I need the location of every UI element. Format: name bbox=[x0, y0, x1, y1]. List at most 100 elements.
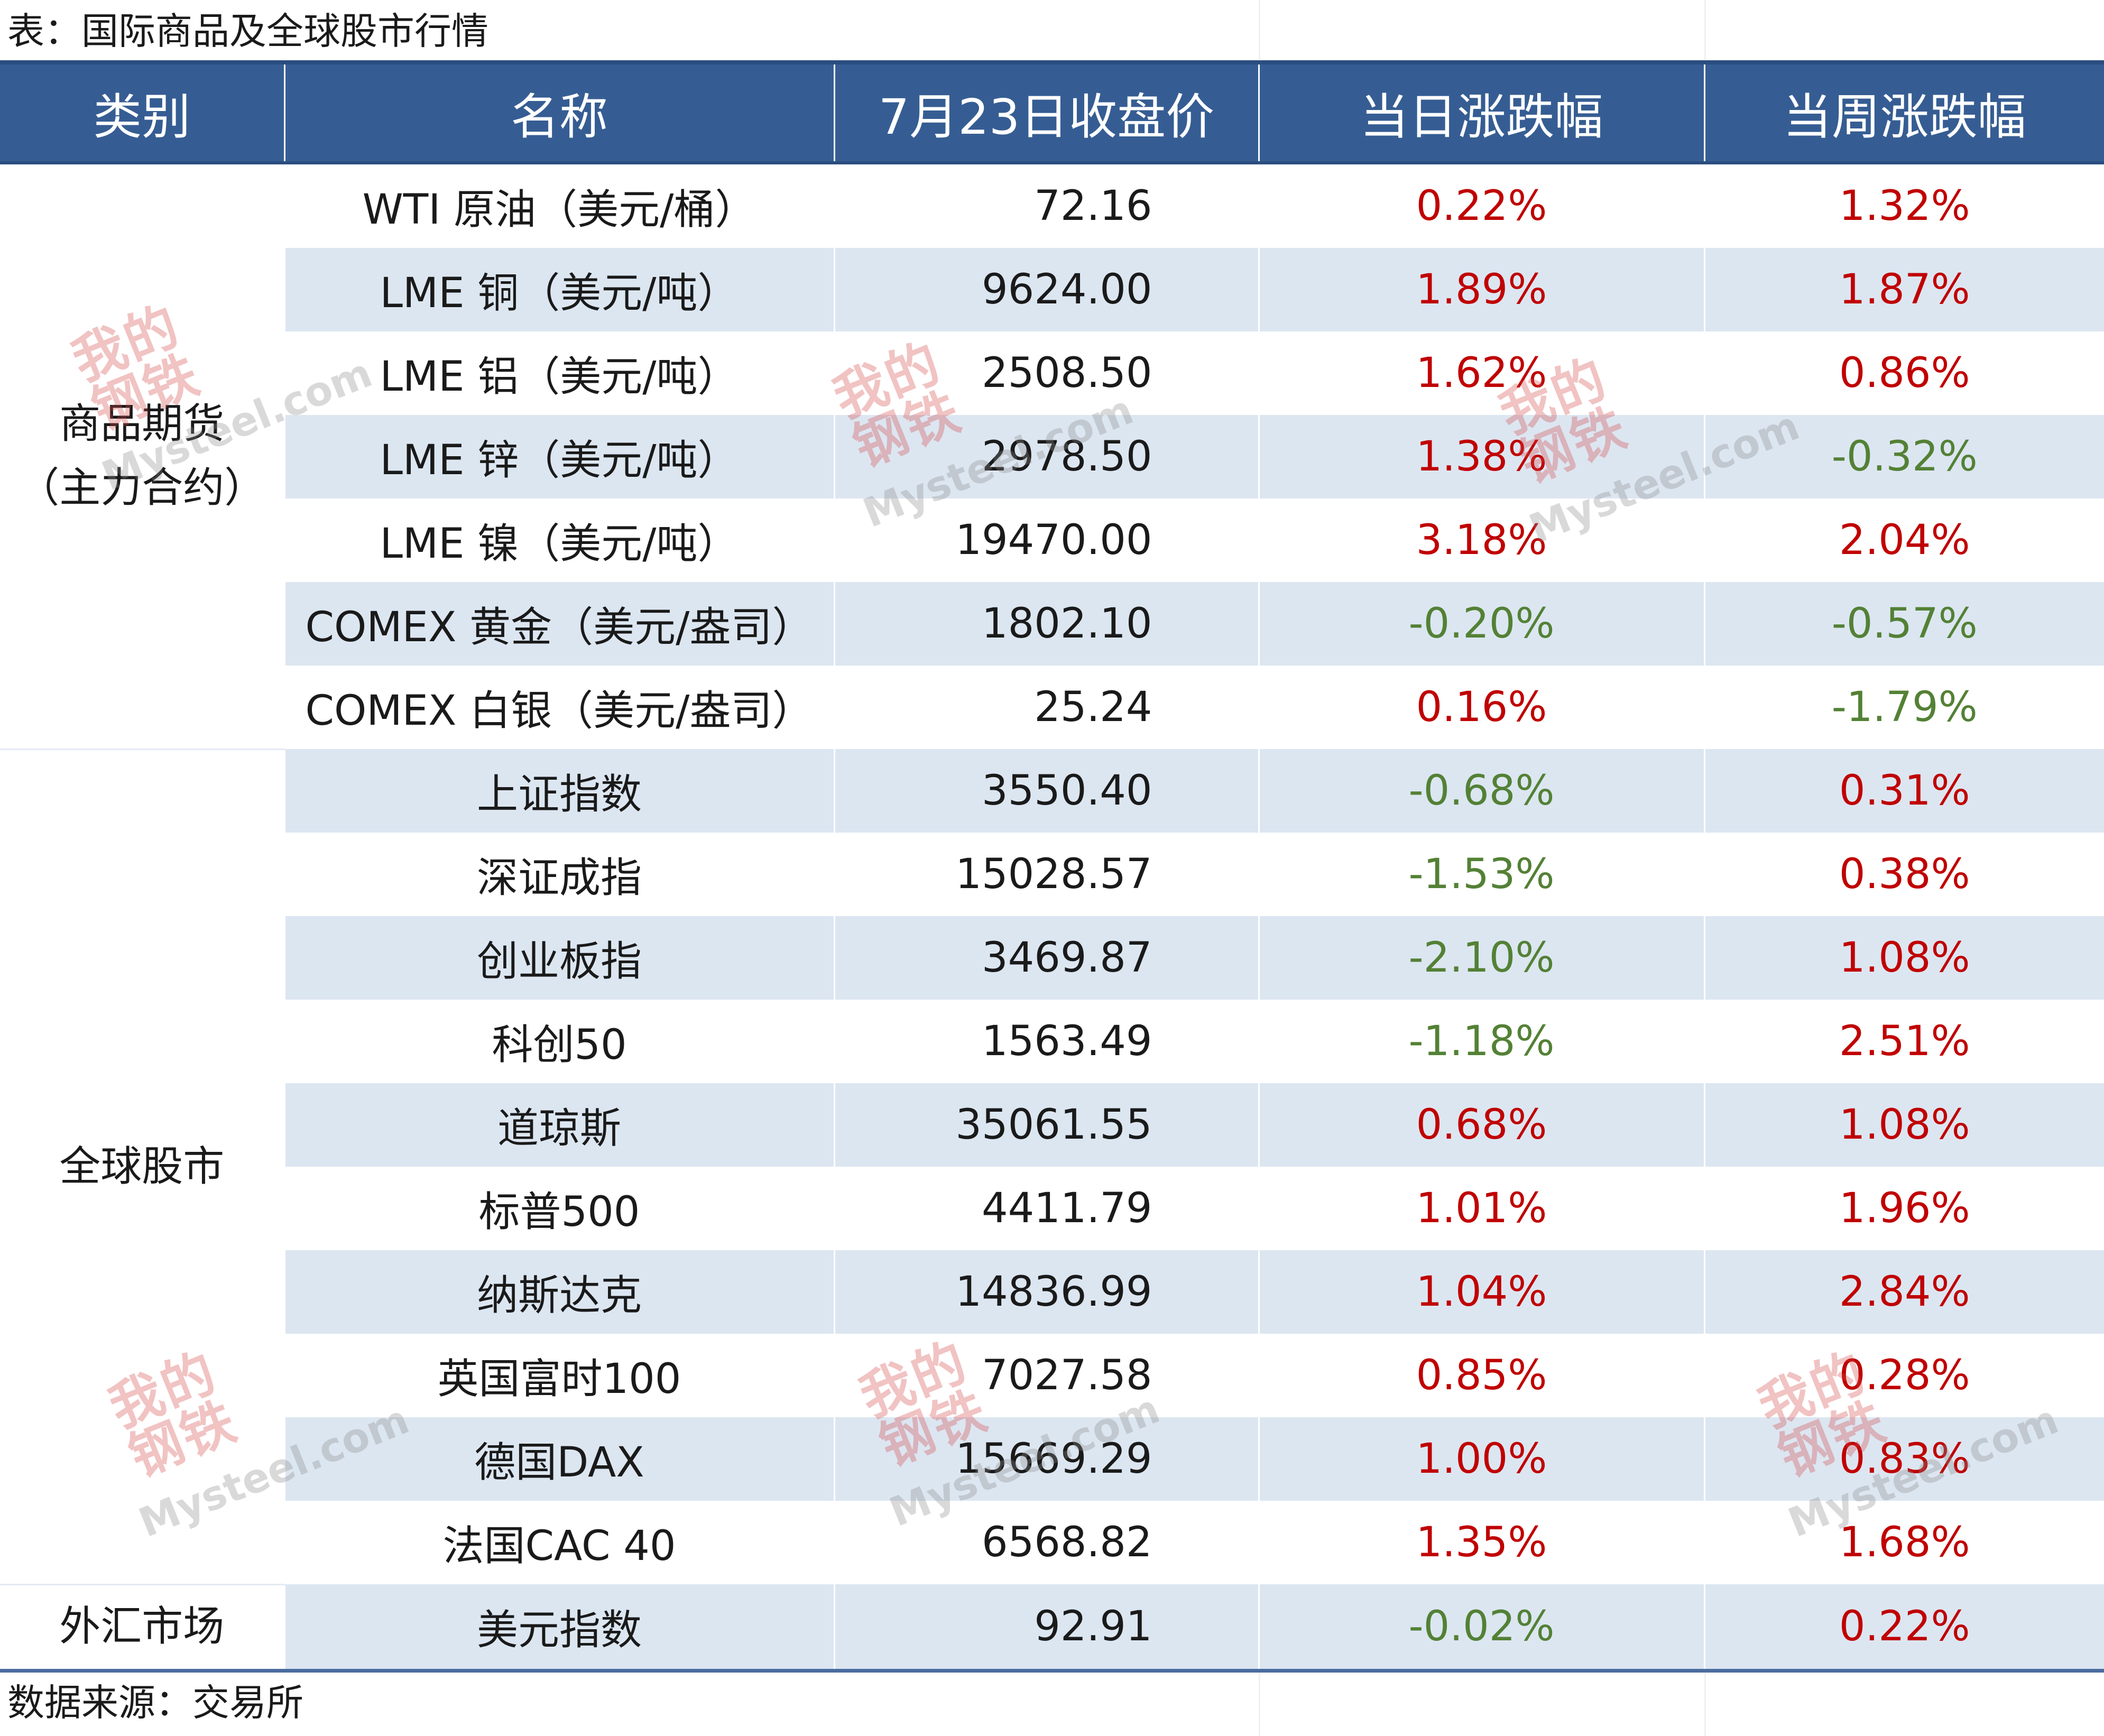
table-row: COMEX 黄金（美元/盎司） 1802.10 -0.20% -0.57% bbox=[0, 582, 2104, 666]
weekly-change-cell: 0.22% bbox=[1703, 1584, 2104, 1673]
header-daily-change: 当日涨跌幅 bbox=[1258, 60, 1704, 164]
daily-change-cell: 0.85% bbox=[1258, 1334, 1704, 1417]
daily-change-cell: 0.22% bbox=[1258, 163, 1704, 248]
weekly-change-cell: 1.96% bbox=[1703, 1167, 2104, 1250]
table-row: LME 镍（美元/吨） 19470.00 3.18% 2.04% bbox=[0, 498, 2104, 582]
table-row: 创业板指 3469.87 -2.10% 1.08% bbox=[0, 916, 2104, 1000]
table-body: 商品期货 （主力合约） WTI 原油（美元/桶） 72.16 0.22% 1.32% LM… bbox=[0, 163, 2104, 1673]
name-cell: 美元指数 bbox=[283, 1584, 834, 1673]
name-cell: 纳斯达克 bbox=[283, 1250, 834, 1334]
weekly-change-cell: 1.08% bbox=[1703, 916, 2104, 1000]
name-cell: 法国CAC 40 bbox=[283, 1501, 834, 1584]
name-cell: 深证成指 bbox=[283, 833, 834, 916]
category-cell: 全球股市 bbox=[0, 749, 284, 1585]
table-row: COMEX 白银（美元/盎司） 25.24 0.16% -1.79% bbox=[0, 666, 2104, 749]
daily-change-cell: 1.89% bbox=[1258, 248, 1704, 331]
daily-change-cell: 1.04% bbox=[1258, 1250, 1704, 1334]
table-row: LME 铜（美元/吨） 9624.00 1.89% 1.87% bbox=[0, 248, 2104, 331]
category-cell: 外汇市场 bbox=[0, 1584, 284, 1673]
table-row: 科创50 1563.49 -1.18% 2.51% bbox=[0, 1000, 2104, 1083]
daily-change-cell: -1.53% bbox=[1258, 833, 1704, 916]
name-cell: 创业板指 bbox=[283, 916, 834, 1000]
header-price: 7月23日收盘价 bbox=[833, 60, 1259, 164]
name-cell: LME 镍（美元/吨） bbox=[283, 498, 834, 582]
weekly-change-cell: -0.57% bbox=[1703, 582, 2104, 666]
header-category: 类别 bbox=[0, 60, 284, 164]
daily-change-cell: 1.62% bbox=[1258, 331, 1704, 415]
daily-change-cell: 1.00% bbox=[1258, 1417, 1704, 1501]
price-cell: 9624.00 bbox=[833, 248, 1259, 331]
table-row: 法国CAC 40 6568.82 1.35% 1.68% bbox=[0, 1501, 2104, 1584]
name-cell: COMEX 白银（美元/盎司） bbox=[283, 666, 834, 749]
table-row: 纳斯达克 14836.99 1.04% 2.84% bbox=[0, 1250, 2104, 1334]
header-row: 类别 名称 7月23日收盘价 当日涨跌幅 当周涨跌幅 bbox=[0, 60, 2104, 164]
table-row: 标普500 4411.79 1.01% 1.96% bbox=[0, 1167, 2104, 1250]
price-cell: 3469.87 bbox=[833, 916, 1259, 1000]
category-cell: 商品期货 （主力合约） bbox=[0, 163, 284, 750]
weekly-change-cell: 1.08% bbox=[1703, 1083, 2104, 1167]
price-cell: 72.16 bbox=[833, 163, 1259, 248]
daily-change-cell: -1.18% bbox=[1258, 1000, 1704, 1083]
price-cell: 35061.55 bbox=[833, 1083, 1259, 1167]
price-cell: 4411.79 bbox=[833, 1167, 1259, 1250]
weekly-change-cell: 0.83% bbox=[1703, 1417, 2104, 1501]
weekly-change-cell: -0.32% bbox=[1703, 415, 2104, 498]
name-cell: 上证指数 bbox=[283, 749, 834, 833]
price-cell: 7027.58 bbox=[833, 1334, 1259, 1417]
table-row: 道琼斯 35061.55 0.68% 1.08% bbox=[0, 1083, 2104, 1167]
weekly-change-cell: 1.87% bbox=[1703, 248, 2104, 331]
weekly-change-cell: 2.04% bbox=[1703, 498, 2104, 582]
price-cell: 15669.29 bbox=[833, 1417, 1259, 1501]
daily-change-cell: 0.16% bbox=[1258, 666, 1704, 749]
name-cell: LME 铝（美元/吨） bbox=[283, 331, 834, 415]
table-row: LME 锌（美元/吨） 2978.50 1.38% -0.32% bbox=[0, 415, 2104, 498]
weekly-change-cell: 2.84% bbox=[1703, 1250, 2104, 1334]
table-row: 德国DAX 15669.29 1.00% 0.83% bbox=[0, 1417, 2104, 1501]
name-cell: LME 铜（美元/吨） bbox=[283, 248, 834, 331]
daily-change-cell: 1.38% bbox=[1258, 415, 1704, 498]
weekly-change-cell: 0.86% bbox=[1703, 331, 2104, 415]
market-table: 类别 名称 7月23日收盘价 当日涨跌幅 当周涨跌幅 商品期货 （主力合约） WT… bbox=[0, 60, 2104, 1673]
price-cell: 92.91 bbox=[833, 1584, 1259, 1673]
price-cell: 14836.99 bbox=[833, 1250, 1259, 1334]
price-cell: 25.24 bbox=[833, 666, 1259, 749]
daily-change-cell: 1.01% bbox=[1258, 1167, 1704, 1250]
name-cell: 标普500 bbox=[283, 1167, 834, 1250]
price-cell: 15028.57 bbox=[833, 833, 1259, 916]
price-cell: 1802.10 bbox=[833, 582, 1259, 666]
name-cell: 德国DAX bbox=[283, 1417, 834, 1501]
table-row: 外汇市场 美元指数 92.91 -0.02% 0.22% bbox=[0, 1584, 2104, 1673]
weekly-change-cell: 1.68% bbox=[1703, 1501, 2104, 1584]
table-row: LME 铝（美元/吨） 2508.50 1.62% 0.86% bbox=[0, 331, 2104, 415]
weekly-change-cell: 0.38% bbox=[1703, 833, 2104, 916]
weekly-change-cell: -1.79% bbox=[1703, 666, 2104, 749]
price-cell: 2978.50 bbox=[833, 415, 1259, 498]
table-row: 英国富时100 7027.58 0.85% 0.28% bbox=[0, 1334, 2104, 1417]
price-cell: 19470.00 bbox=[833, 498, 1259, 582]
name-cell: COMEX 黄金（美元/盎司） bbox=[283, 582, 834, 666]
header-weekly-change: 当周涨跌幅 bbox=[1703, 60, 2104, 164]
weekly-change-cell: 2.51% bbox=[1703, 1000, 2104, 1083]
price-cell: 1563.49 bbox=[833, 1000, 1259, 1083]
daily-change-cell: -0.20% bbox=[1258, 582, 1704, 666]
table-row: 深证成指 15028.57 -1.53% 0.38% bbox=[0, 833, 2104, 916]
daily-change-cell: 1.35% bbox=[1258, 1501, 1704, 1584]
daily-change-cell: -0.02% bbox=[1258, 1584, 1704, 1673]
daily-change-cell: -0.68% bbox=[1258, 749, 1704, 833]
table-row: 全球股市 上证指数 3550.40 -0.68% 0.31% bbox=[0, 749, 2104, 1585]
weekly-change-cell: 1.32% bbox=[1703, 163, 2104, 248]
data-source: 数据来源：交易所 bbox=[7, 1681, 303, 1724]
name-cell: LME 锌（美元/吨） bbox=[283, 415, 834, 498]
price-cell: 2508.50 bbox=[833, 331, 1259, 415]
name-cell: WTI 原油（美元/桶） bbox=[283, 163, 834, 248]
table-title: 表：国际商品及全球股市行情 bbox=[7, 10, 488, 53]
name-cell: 科创50 bbox=[283, 1000, 834, 1083]
price-cell: 3550.40 bbox=[833, 749, 1259, 833]
daily-change-cell: 0.68% bbox=[1258, 1083, 1704, 1167]
weekly-change-cell: 0.31% bbox=[1703, 749, 2104, 833]
daily-change-cell: 3.18% bbox=[1258, 498, 1704, 582]
daily-change-cell: -2.10% bbox=[1258, 916, 1704, 1000]
table-row: 商品期货 （主力合约） WTI 原油（美元/桶） 72.16 0.22% 1.32% bbox=[0, 163, 2104, 750]
name-cell: 英国富时100 bbox=[283, 1334, 834, 1417]
